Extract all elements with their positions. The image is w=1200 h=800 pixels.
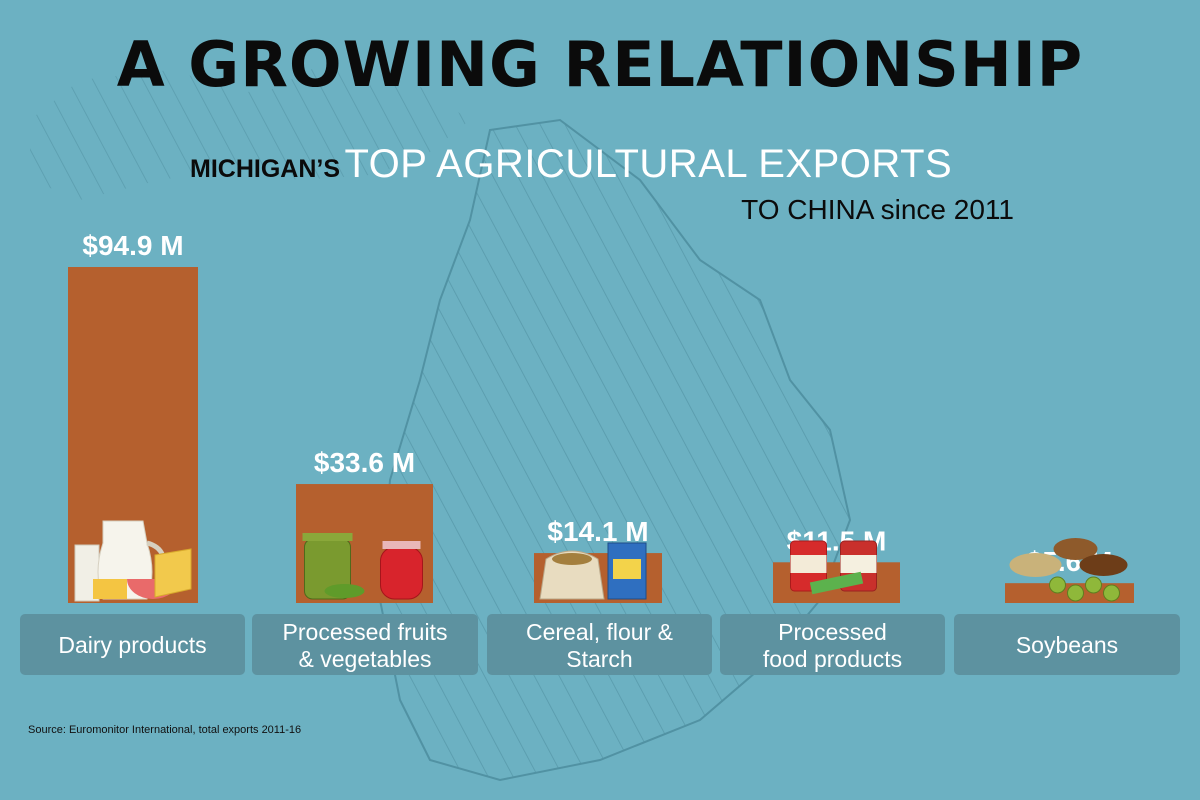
subtitle-prefix: MICHIGAN’S [190, 155, 340, 183]
dairy-icon [74, 520, 192, 602]
subtitle-line2: TO CHINA since 2011 [741, 194, 1014, 225]
category-label: Dairy products [58, 632, 206, 658]
pickle-jar-icon [302, 533, 423, 600]
category-label: Soybeans [1016, 632, 1118, 658]
category-label: Cereal, flour & Starch [526, 619, 673, 672]
category-label-box [954, 614, 1180, 675]
bar-value-label: $33.6 M [314, 447, 415, 478]
bar-value-label: $14.1 M [547, 516, 648, 547]
soybean-icon [1009, 538, 1128, 602]
category-label-box [20, 614, 245, 675]
subtitle-main: TOP AGRICULTURAL EXPORTS [344, 142, 953, 186]
category-label-box [720, 614, 945, 675]
canned-food-icon [790, 540, 877, 595]
category-label: Processed food products [763, 619, 902, 672]
category-label-box [252, 614, 478, 675]
page-title: A GROWING RELATIONSHIP [116, 28, 1084, 101]
category-label-box [487, 614, 712, 675]
cereal-box-icon [539, 542, 647, 600]
chart-subtitle: MICHIGAN’S TOP AGRICULTURAL EXPORTS [190, 142, 1070, 187]
category-label: Processed fruits & vegetables [283, 619, 448, 672]
bar-value-label: $94.9 M [82, 230, 183, 261]
source-note: Source: Euromonitor International, total… [28, 724, 302, 736]
